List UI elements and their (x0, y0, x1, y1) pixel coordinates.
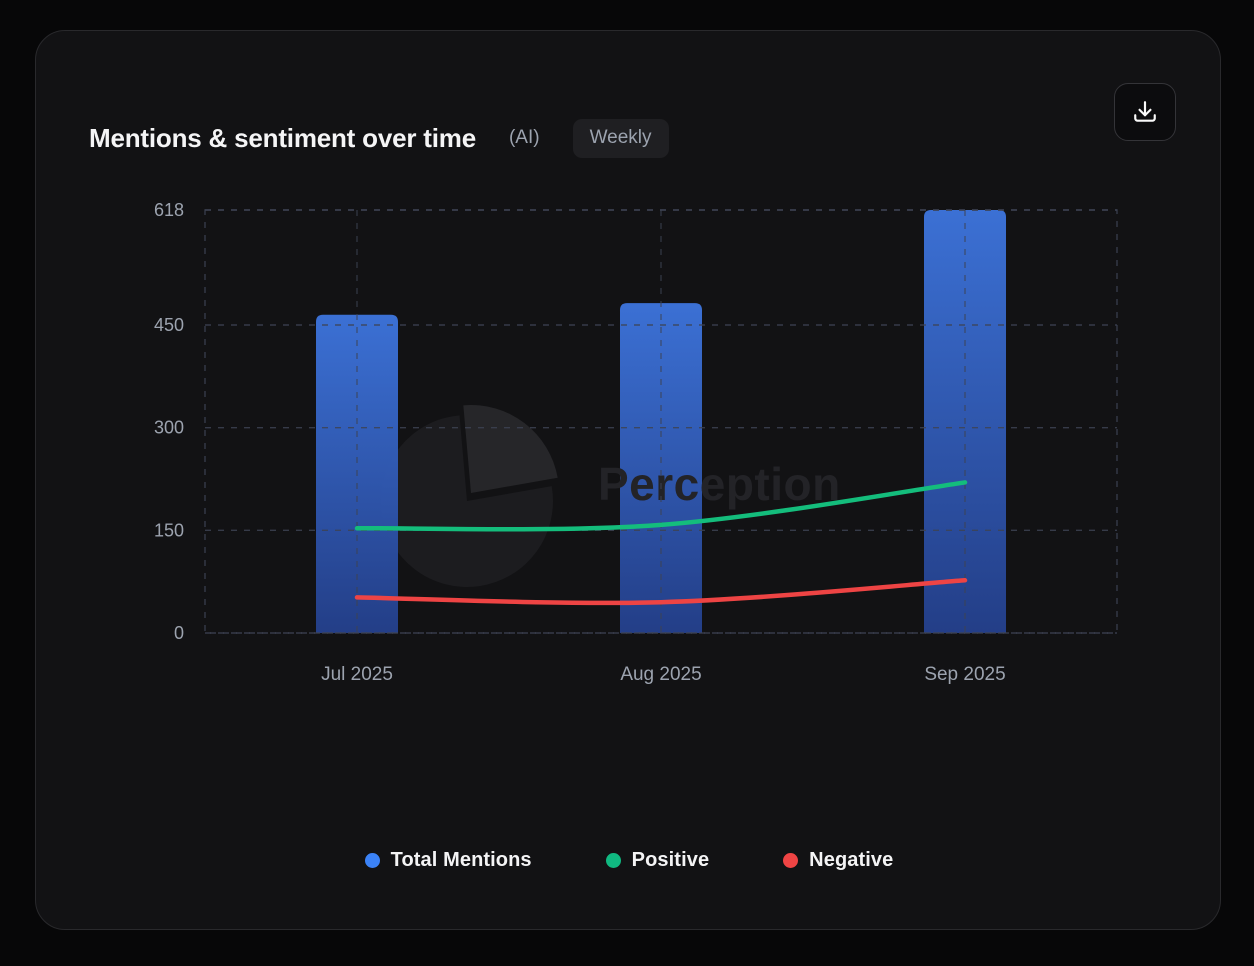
y-tick-label-0: 0 (174, 623, 184, 643)
x-tick-label-aug-2025: Aug 2025 (620, 664, 701, 685)
legend-dot-negative (783, 853, 799, 868)
bar-aug-2025 (620, 303, 702, 633)
period-select[interactable]: Weekly (572, 119, 669, 158)
y-tick-label-300: 300 (154, 418, 184, 438)
legend-label-positive: Positive (631, 849, 710, 871)
pie-chart-logo (381, 415, 553, 588)
chart-card: Mentions & sentiment over time (AI) Week… (35, 30, 1221, 930)
download-icon (1134, 101, 1156, 122)
legend-dot-positive (605, 853, 621, 868)
watermark-text: Perception (598, 458, 841, 510)
pie-chart-logo-slice (463, 405, 558, 493)
y-tick-label-450: 450 (154, 315, 184, 335)
download-button[interactable] (1114, 83, 1176, 141)
watermark (381, 405, 558, 588)
y-tick-label-618: 618 (154, 200, 184, 220)
legend-label-negative: Negative (809, 849, 894, 871)
chart-legend: Total Mentions Positive Negative (36, 849, 1222, 872)
line-negative (354, 578, 968, 606)
y-tick-label-150: 150 (154, 520, 184, 540)
mentions-sentiment-chart: Perception 0 150 300 450 618 Jul 2025 Aug 2025 S… (154, 200, 1118, 685)
ai-subtitle: (AI) (508, 127, 540, 149)
legend-item-total-mentions[interactable]: Total Mentions (364, 849, 532, 872)
x-tick-label-jul-2025: Jul 2025 (321, 664, 393, 685)
chart-area: Perception 0 150 300 450 618 Jul 2025 Aug 2025 S… (36, 151, 1222, 751)
legend-item-negative[interactable]: Negative (783, 849, 893, 872)
x-tick-label-sep-2025: Sep 2025 (924, 664, 1005, 685)
plot-border (204, 209, 1118, 634)
line-positive (354, 480, 968, 532)
legend-dot-total-mentions (364, 853, 380, 868)
legend-label-total-mentions: Total Mentions (390, 849, 532, 871)
page-title: Mentions & sentiment over time (89, 122, 476, 153)
legend-item-positive[interactable]: Positive (605, 849, 710, 872)
card-header: Mentions & sentiment over time (AI) Week… (89, 119, 669, 158)
